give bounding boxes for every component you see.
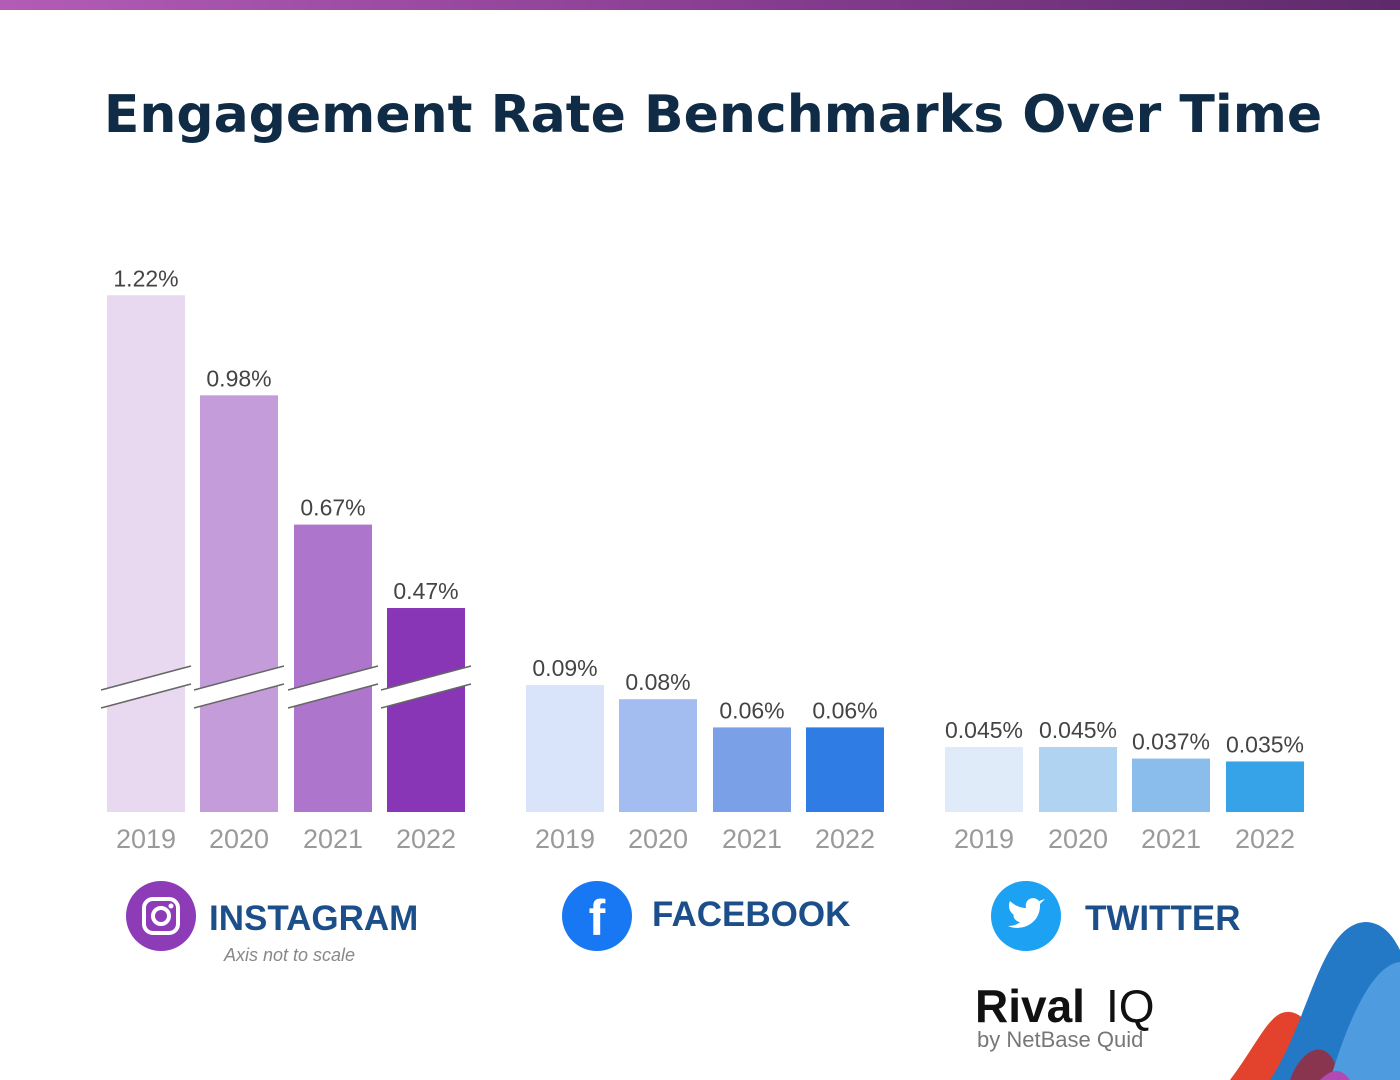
x-tick-label: 2022 [396, 824, 456, 854]
svg-text:f: f [589, 890, 606, 946]
data-label: 0.06% [812, 697, 877, 723]
data-label: 0.045% [1039, 717, 1117, 743]
axis-break-line [193, 665, 285, 691]
bar-twitter-2022 [1226, 761, 1304, 812]
bar-facebook-2022 [806, 727, 884, 812]
bar-facebook-2019 [526, 685, 604, 812]
x-tick-label: 2019 [954, 824, 1014, 854]
axis-break-line [287, 683, 379, 709]
x-tick-label: 2022 [1235, 824, 1295, 854]
data-label: 1.22% [113, 265, 178, 291]
axis-break [381, 666, 471, 708]
bar-twitter-2021 [1132, 758, 1210, 812]
top-accent-bar [0, 0, 1400, 10]
axis-break-line [100, 683, 192, 709]
svg-text:Rival: Rival [975, 980, 1085, 1032]
x-tick-label: 2021 [722, 824, 782, 854]
data-label: 0.08% [625, 669, 690, 695]
x-tick-label: 2021 [1141, 824, 1201, 854]
data-label: 0.09% [532, 655, 597, 681]
decorative-waves [1230, 922, 1400, 1080]
x-tick-label: 2020 [628, 824, 688, 854]
platform-name: INSTAGRAM [209, 899, 418, 938]
x-tick-label: 2021 [303, 824, 363, 854]
bar-twitter-2020 [1039, 747, 1117, 812]
platform-name: FACEBOOK [652, 895, 850, 934]
bar-instagram-2022 [387, 608, 465, 812]
x-tick-label: 2019 [116, 824, 176, 854]
x-tick-label: 2020 [1048, 824, 1108, 854]
svg-text:by NetBase Quid: by NetBase Quid [977, 1027, 1143, 1052]
x-tick-label: 2022 [815, 824, 875, 854]
chart-title: Engagement Rate Benchmarks Over Time [104, 85, 1322, 145]
bar-instagram-2019 [107, 295, 185, 812]
facebook-icon: f [562, 881, 632, 951]
data-label: 0.035% [1226, 731, 1304, 757]
axis-break [288, 666, 378, 708]
data-label: 0.47% [393, 578, 458, 604]
twitter-icon [991, 881, 1061, 951]
data-label: 0.045% [945, 717, 1023, 743]
bar-instagram-2020 [200, 395, 278, 812]
data-label: 0.06% [719, 697, 784, 723]
data-label: 0.037% [1132, 729, 1210, 755]
platform-name: TWITTER [1085, 899, 1241, 938]
axis-break-line [287, 665, 379, 691]
axis-note: Axis not to scale [223, 945, 355, 965]
bar-twitter-2019 [945, 747, 1023, 812]
axis-break-line [100, 665, 192, 691]
axis-break [194, 666, 284, 708]
rival-iq-logo: Rival IQ by NetBase Quid [975, 980, 1155, 1052]
bar-facebook-2020 [619, 699, 697, 812]
axis-break-line [193, 683, 285, 709]
bar-instagram-2021 [294, 524, 372, 812]
axis-break-line [380, 665, 472, 691]
data-label: 0.98% [206, 365, 271, 391]
axis-break [101, 666, 191, 708]
data-label: 0.67% [300, 495, 365, 521]
instagram-icon [126, 881, 196, 951]
bar-facebook-2021 [713, 727, 791, 812]
svg-text:IQ: IQ [1106, 980, 1155, 1032]
x-tick-label: 2020 [209, 824, 269, 854]
x-tick-label: 2019 [535, 824, 595, 854]
axis-break-line [380, 683, 472, 709]
